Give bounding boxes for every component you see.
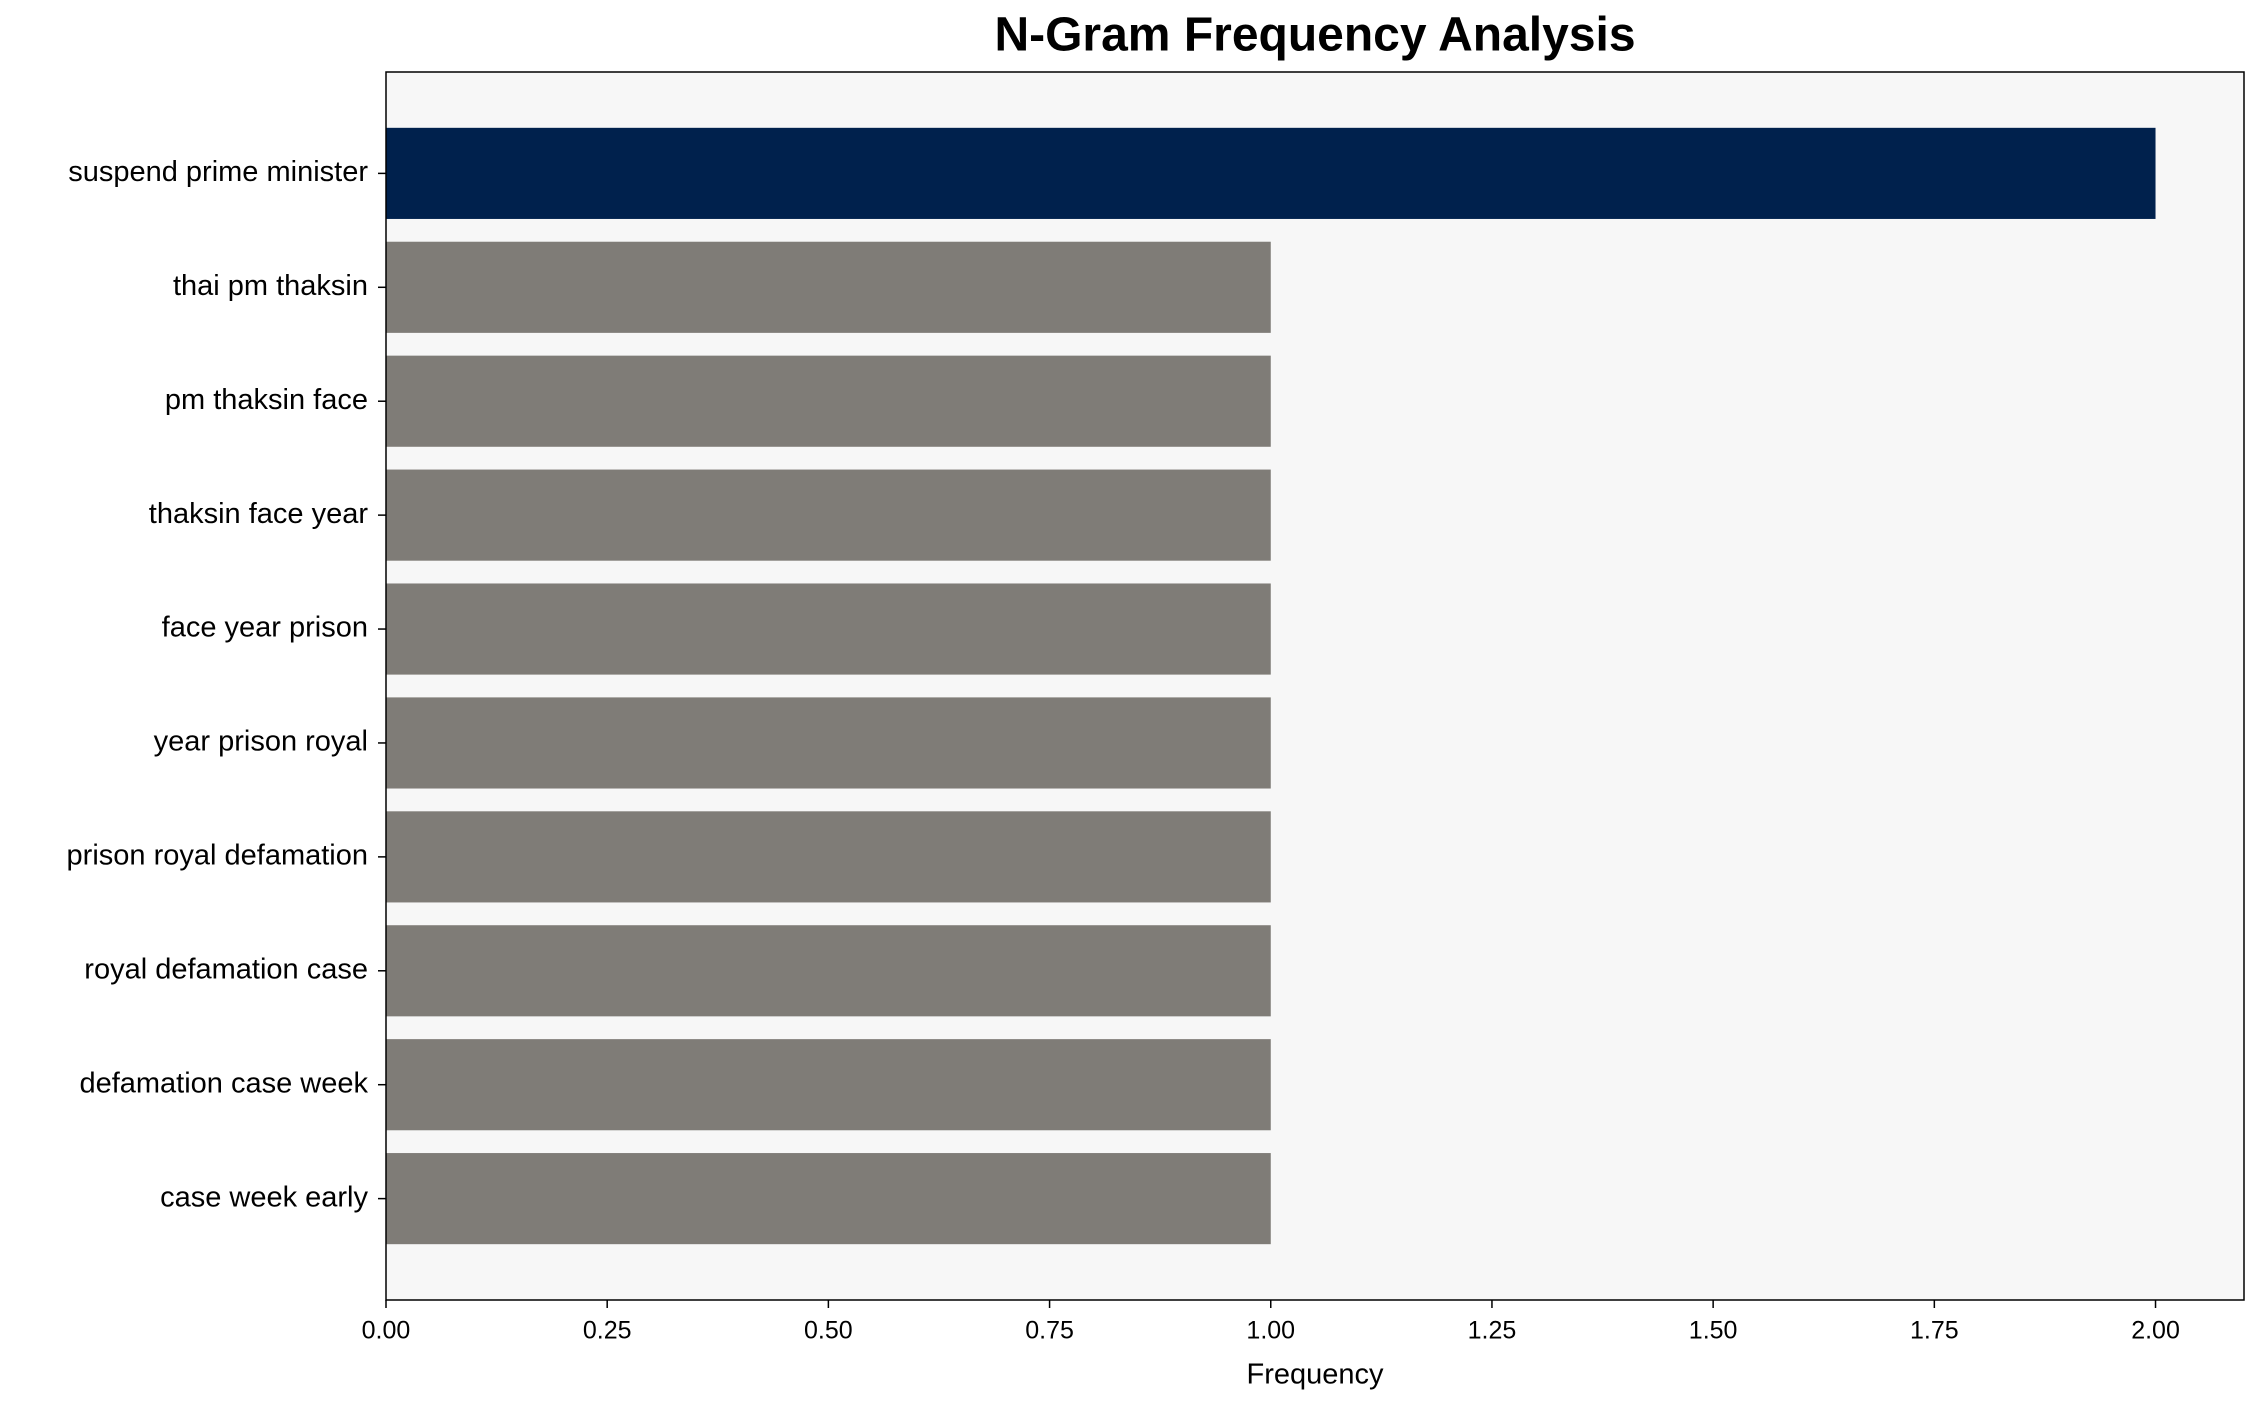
y-tick-label: prison royal defamation <box>67 840 368 872</box>
bar <box>386 355 1271 447</box>
x-tick-label: 1.00 <box>1246 1317 1295 1345</box>
y-tick-label: thaksin face year <box>149 498 369 530</box>
x-tick-label: 0.00 <box>362 1317 411 1345</box>
bar <box>386 1153 1271 1245</box>
x-tick-label: 1.25 <box>1468 1317 1517 1345</box>
bar <box>386 583 1271 675</box>
y-tick-label: thai pm thaksin <box>173 270 368 302</box>
chart-title: N-Gram Frequency Analysis <box>994 9 1635 62</box>
x-tick-label: 1.50 <box>1689 1317 1738 1345</box>
x-tick-label: 0.75 <box>1025 1317 1074 1345</box>
bar <box>386 241 1271 333</box>
y-tick-label: case week early <box>160 1181 368 1213</box>
plot-frame <box>385 71 2245 1301</box>
bar <box>386 469 1271 561</box>
bar <box>386 127 2156 219</box>
y-tick-label: face year prison <box>162 612 368 644</box>
x-tick-label: 1.75 <box>1910 1317 1959 1345</box>
x-axis-label: Frequency <box>1246 1359 1384 1391</box>
x-tick-label: 0.50 <box>804 1317 853 1345</box>
y-tick-label: pm thaksin face <box>165 384 368 416</box>
y-tick-label: defamation case week <box>79 1067 368 1099</box>
bar <box>386 811 1271 903</box>
y-tick-label: suspend prime minister <box>68 156 368 188</box>
bar <box>386 697 1271 789</box>
bar <box>386 925 1271 1017</box>
bar <box>386 1039 1271 1131</box>
x-tick-label: 0.25 <box>583 1317 632 1345</box>
x-tick-label: 2.00 <box>2131 1317 2180 1345</box>
y-tick-label: royal defamation case <box>84 953 368 985</box>
y-tick-label: year prison royal <box>154 726 368 758</box>
